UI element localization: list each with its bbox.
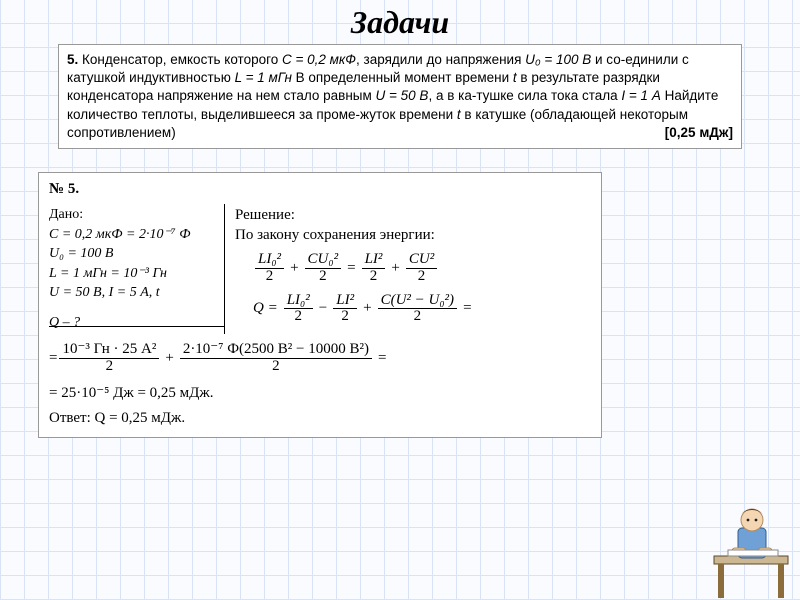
solution-label: Решение: [235,207,476,224]
given-column: Дано: C = 0,2 мкФ = 2·10⁻⁷ Ф U₀ = 100 В … [49,204,224,334]
student-icon [708,500,794,600]
result-line: = 25·10⁻⁵ Дж = 0,25 мДж. [49,383,591,402]
solution-card: № 5. Дано: C = 0,2 мкФ = 2·10⁻⁷ Ф U₀ = 1… [38,172,602,438]
given-line: L = 1 мГн = 10⁻³ Гн [49,265,224,282]
divider-horizontal [49,326,224,327]
energy-equation: LI₀²2 + CU₀²2 = LI²2 + CU²2 [253,252,476,285]
given-line: U = 50 В, I = 5 А, t [49,285,224,301]
answer-hint: [0,25 мДж] [665,124,733,142]
calc-equation: = 10⁻³ Гн · 25 А²2 + 2·10⁻⁷ Ф(2500 В² − … [49,342,591,375]
solution-number: № 5. [49,181,591,198]
given-line: U₀ = 100 В [49,246,224,262]
solution-column: Решение: По закону сохранения энергии: L… [224,204,476,334]
law-text: По закону сохранения энергии: [235,227,476,244]
given-line: Q – ? [49,315,224,331]
given-line: C = 0,2 мкФ = 2·10⁻⁷ Ф [49,226,224,243]
final-answer: Ответ: Q = 0,25 мДж. [49,410,591,427]
page-title: Задачи [0,0,800,41]
problem-text: Конденсатор, емкость которого C = 0,2 мк… [67,52,718,140]
problem-number: 5. [67,52,78,67]
given-label: Дано: [49,207,224,223]
problem-card: 5. Конденсатор, емкость которого C = 0,2… [58,44,742,149]
q-equation: Q = LI₀²2 − LI²2 + C(U² − U₀²)2 = [253,293,476,326]
